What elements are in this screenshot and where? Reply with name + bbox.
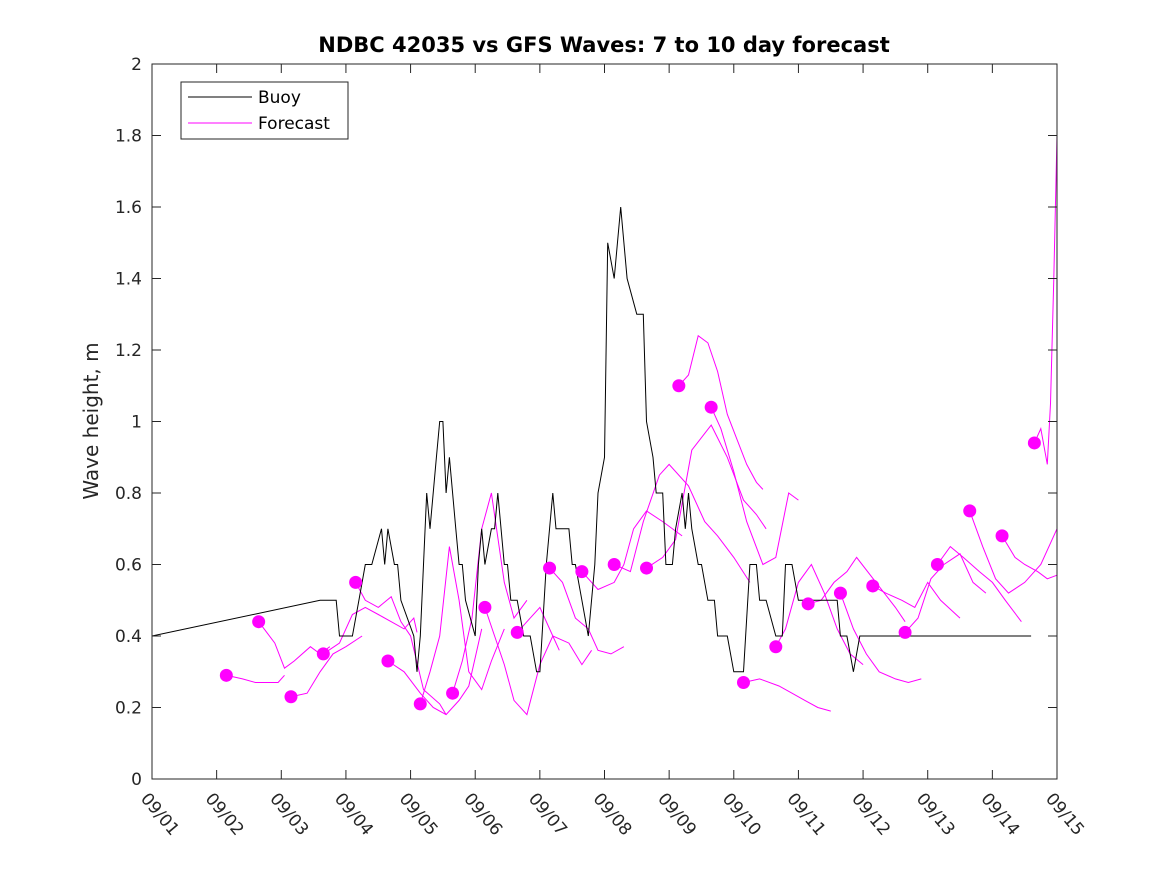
forecast-line (807, 556, 906, 622)
y-tick-label: 0.4 (115, 627, 142, 647)
forecast-start-marker (736, 675, 750, 689)
legend-box (180, 81, 349, 140)
forecast-line (387, 628, 483, 716)
forecast-start-marker (866, 579, 880, 593)
forecast-start-marker (381, 654, 395, 668)
y-axis-label: Wave height, m (79, 342, 103, 499)
forecast-line (516, 606, 593, 666)
y-tick-label: 0.2 (115, 699, 142, 719)
forecast-start-marker (543, 561, 557, 575)
legend-label-forecast: Forecast (258, 114, 330, 134)
forecast-line (323, 606, 418, 655)
forecast-start-marker (349, 575, 363, 589)
forecast-start-marker (478, 600, 492, 614)
y-tick-label: 0.8 (115, 484, 142, 504)
forecast-line (419, 546, 505, 705)
forecast-line (484, 607, 560, 716)
forecast-start-marker (446, 686, 460, 700)
forecast-start-marker (510, 625, 524, 639)
forecast-start-marker (575, 565, 589, 579)
y-tick-label: 1.6 (115, 198, 142, 218)
forecast-line (936, 545, 1022, 623)
forecast-line (839, 592, 922, 684)
forecast-start-marker (640, 561, 654, 575)
forecast-start-marker (316, 647, 330, 661)
legend-label-buoy: Buoy (258, 88, 301, 108)
y-tick-label: 2 (131, 55, 142, 75)
forecast-line (678, 334, 764, 490)
forecast-start-marker (1027, 436, 1041, 450)
forecast-markers-group (219, 379, 1041, 711)
y-tick-label: 1.4 (115, 270, 142, 290)
forecast-start-marker (607, 558, 621, 571)
forecast-start-marker (252, 615, 266, 629)
forecast-line (355, 582, 447, 715)
y-tick-label: 1.2 (115, 341, 142, 361)
forecast-start-marker (833, 586, 847, 600)
legend: Buoy Forecast (180, 81, 349, 140)
chart-title: NDBC 42035 vs GFS Waves: 7 to 10 day for… (318, 33, 889, 57)
forecast-line (613, 463, 751, 583)
y-tick-label: 0.6 (115, 556, 142, 576)
forecast-start-marker (963, 504, 977, 518)
forecast-start-marker (672, 379, 686, 393)
y-axis: 0 0.2 0.4 0.6 0.8 1 1.2 1.4 1.6 1.8 2 (115, 55, 1057, 790)
forecast-line (1001, 535, 1058, 580)
forecast-line (710, 406, 799, 566)
forecast-start-marker (413, 697, 427, 711)
forecast-start-marker (704, 400, 718, 414)
y-tick-label: 1.8 (115, 127, 142, 147)
forecast-start-marker (284, 690, 298, 704)
y-tick-label: 0 (131, 770, 142, 790)
y-tick-label: 1 (131, 413, 142, 433)
forecast-line (872, 581, 961, 619)
forecast-start-marker (769, 640, 783, 654)
forecast-start-marker (930, 558, 944, 571)
forecast-start-marker (219, 668, 233, 682)
forecast-line (969, 510, 1058, 594)
forecast-line (549, 567, 625, 655)
forecast-start-marker (801, 597, 815, 611)
forecast-start-marker (898, 625, 912, 639)
forecast-start-marker (995, 529, 1009, 543)
forecast-line (775, 563, 864, 665)
forecast-line (581, 510, 683, 591)
forecast-line (743, 678, 831, 712)
forecast-line (290, 635, 363, 698)
forecast-line (452, 492, 528, 694)
plot-area (152, 64, 1057, 779)
forecast-line (646, 424, 767, 569)
forecast-line (226, 674, 285, 683)
forecast-line (1033, 135, 1058, 465)
